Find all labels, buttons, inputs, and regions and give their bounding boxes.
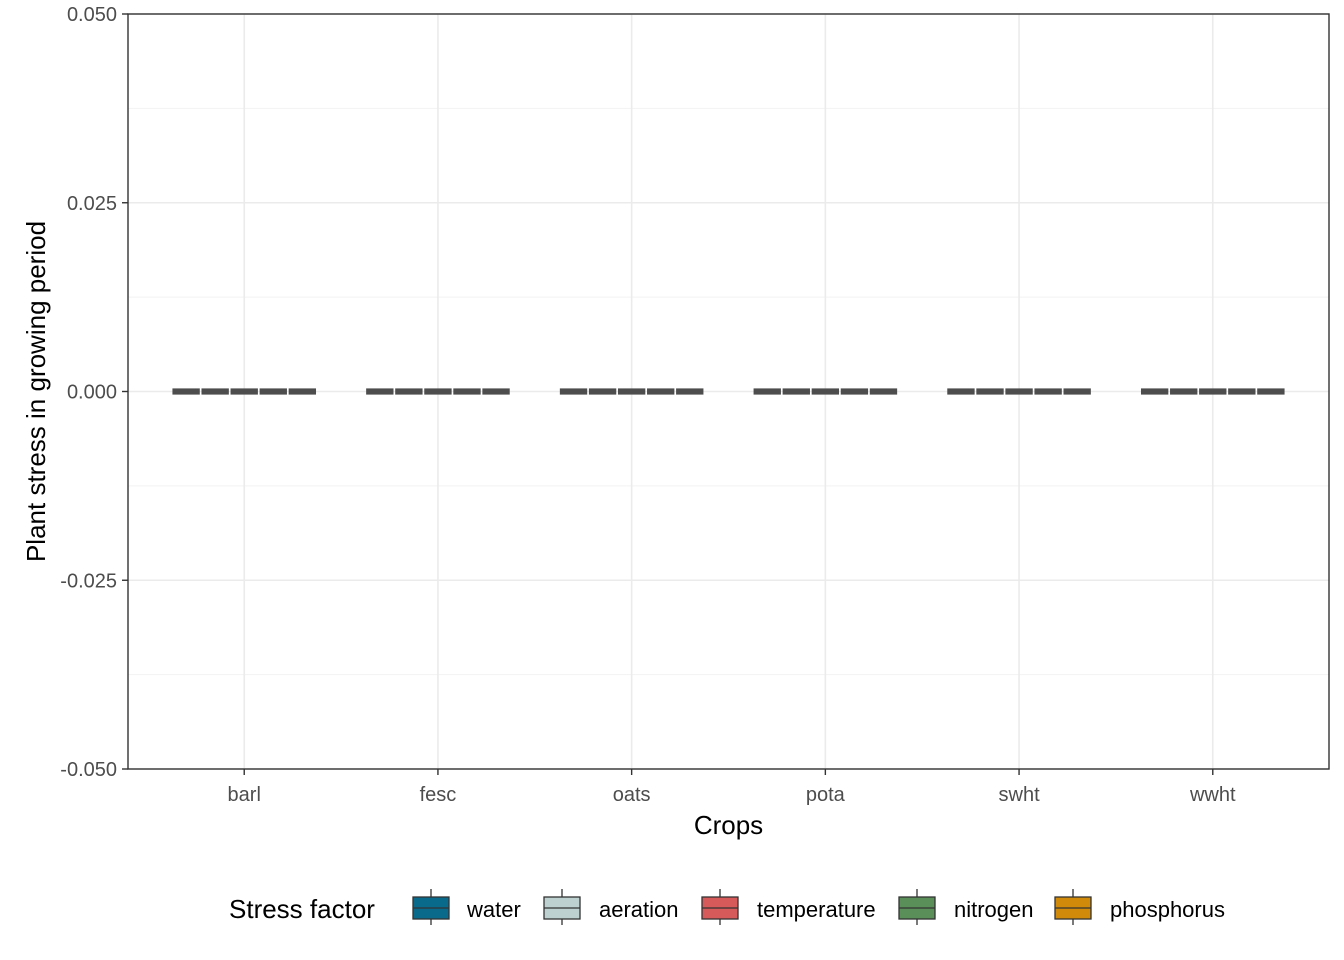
x-tick-label: barl — [228, 784, 261, 806]
x-tick-label: swht — [999, 784, 1041, 806]
legend: Stress factor water aeration temperature ni… — [229, 889, 1225, 925]
legend-label-temperature: temperature — [757, 897, 876, 922]
y-axis-ticks: -0.050 -0.025 0.000 0.025 0.050 — [60, 4, 128, 781]
y-tick-label: 0.025 — [67, 193, 117, 215]
box-group — [172, 388, 1285, 395]
legend-label-nitrogen: nitrogen — [954, 897, 1034, 922]
y-tick-label: 0.000 — [67, 382, 117, 404]
y-tick-label: -0.050 — [60, 759, 117, 781]
legend-title: Stress factor — [229, 894, 375, 924]
legend-label-aeration: aeration — [599, 897, 679, 922]
y-tick-label: 0.050 — [67, 4, 117, 26]
minor-grid — [128, 107, 1329, 676]
legend-label-water: water — [466, 897, 521, 922]
x-tick-label: fesc — [420, 784, 457, 806]
y-axis-title: Plant stress in growing period — [21, 221, 51, 562]
legend-label-phosphorus: phosphorus — [1110, 897, 1225, 922]
x-axis-title: Crops — [694, 810, 763, 840]
x-tick-label: wwht — [1189, 784, 1236, 806]
y-tick-label: -0.025 — [60, 570, 117, 592]
x-axis-ticks: barl fesc oats pota swht wwht — [228, 769, 1236, 806]
x-tick-label: oats — [613, 784, 651, 806]
x-tick-label: pota — [806, 784, 846, 806]
